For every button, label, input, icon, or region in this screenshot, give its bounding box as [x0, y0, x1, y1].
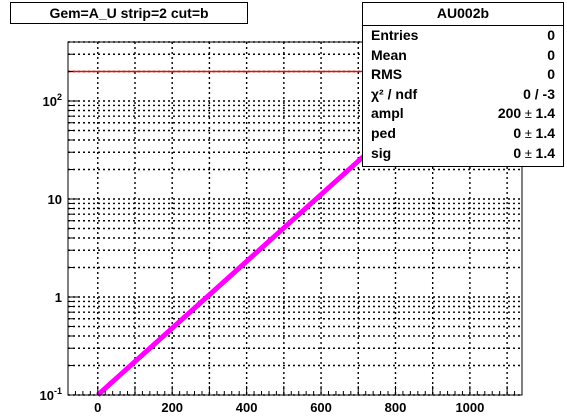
y-tick-label: 10: [48, 192, 62, 207]
stats-label: RMS: [371, 66, 403, 83]
stats-row-ampl: ampl 200 ± 1.4: [363, 104, 563, 124]
plus-minus-symbol: ±: [521, 125, 536, 141]
x-tick-label: 200: [161, 400, 183, 415]
stats-value: 0 ± 1.4: [513, 144, 555, 164]
stats-row-ped: ped 0 ± 1.4: [363, 124, 563, 144]
stats-value: 200 ± 1.4: [498, 104, 555, 124]
stats-row-rms: RMS 0: [363, 65, 563, 85]
x-tick-label: 800: [385, 400, 407, 415]
stats-label: sig: [371, 144, 392, 161]
y-tick-label: 102: [43, 92, 62, 109]
y-tick-label: 10-1: [40, 386, 62, 403]
x-tick-label: 400: [236, 400, 258, 415]
stats-value-main: 0: [513, 144, 522, 161]
stats-histogram-name: AU002b: [363, 3, 563, 26]
stats-row-entries: Entries 0: [363, 26, 563, 46]
axis-ticks: [68, 41, 523, 396]
stats-value: 0 ± 1.4: [513, 124, 555, 144]
stats-value-error: 1.4: [535, 124, 555, 141]
stats-value: 0: [547, 46, 555, 63]
stats-label: ped: [371, 124, 396, 141]
stats-value-main: 0: [513, 124, 522, 141]
stats-value: 0: [547, 66, 555, 83]
plus-minus-symbol: ±: [521, 145, 536, 161]
stats-row-sig: sig 0 ± 1.4: [363, 144, 563, 164]
y-tick-label: 1: [55, 290, 62, 305]
x-tick-label: 600: [310, 400, 332, 415]
axis-labels: 0 200 400 600 800 1000 10-1 1 10 102: [40, 92, 485, 415]
stats-row-chi2: χ² / ndf 0 / -3: [363, 85, 563, 105]
plus-minus-symbol: ±: [521, 106, 536, 122]
stats-label: χ² / ndf: [371, 85, 418, 102]
stats-label: Entries: [371, 27, 419, 43]
x-tick-label: 1000: [455, 400, 484, 415]
plot-frame: [67, 41, 523, 396]
stats-value: 0: [547, 27, 555, 43]
chart-title: Gem=A_U strip=2 cut=b: [10, 2, 248, 24]
x-tick-label: 0: [94, 400, 101, 415]
stats-label: ampl: [371, 105, 404, 122]
stats-value-main: 200: [497, 105, 522, 122]
stats-value: 0 / -3: [523, 85, 555, 102]
stats-label: Mean: [371, 46, 407, 63]
stats-box: AU002b Entries 0 Mean 0 RMS 0 χ² / ndf 0…: [362, 2, 564, 167]
stats-value-error: 1.4: [535, 105, 555, 122]
stats-value-error: 1.4: [535, 144, 555, 161]
stats-row-mean: Mean 0: [363, 46, 563, 66]
